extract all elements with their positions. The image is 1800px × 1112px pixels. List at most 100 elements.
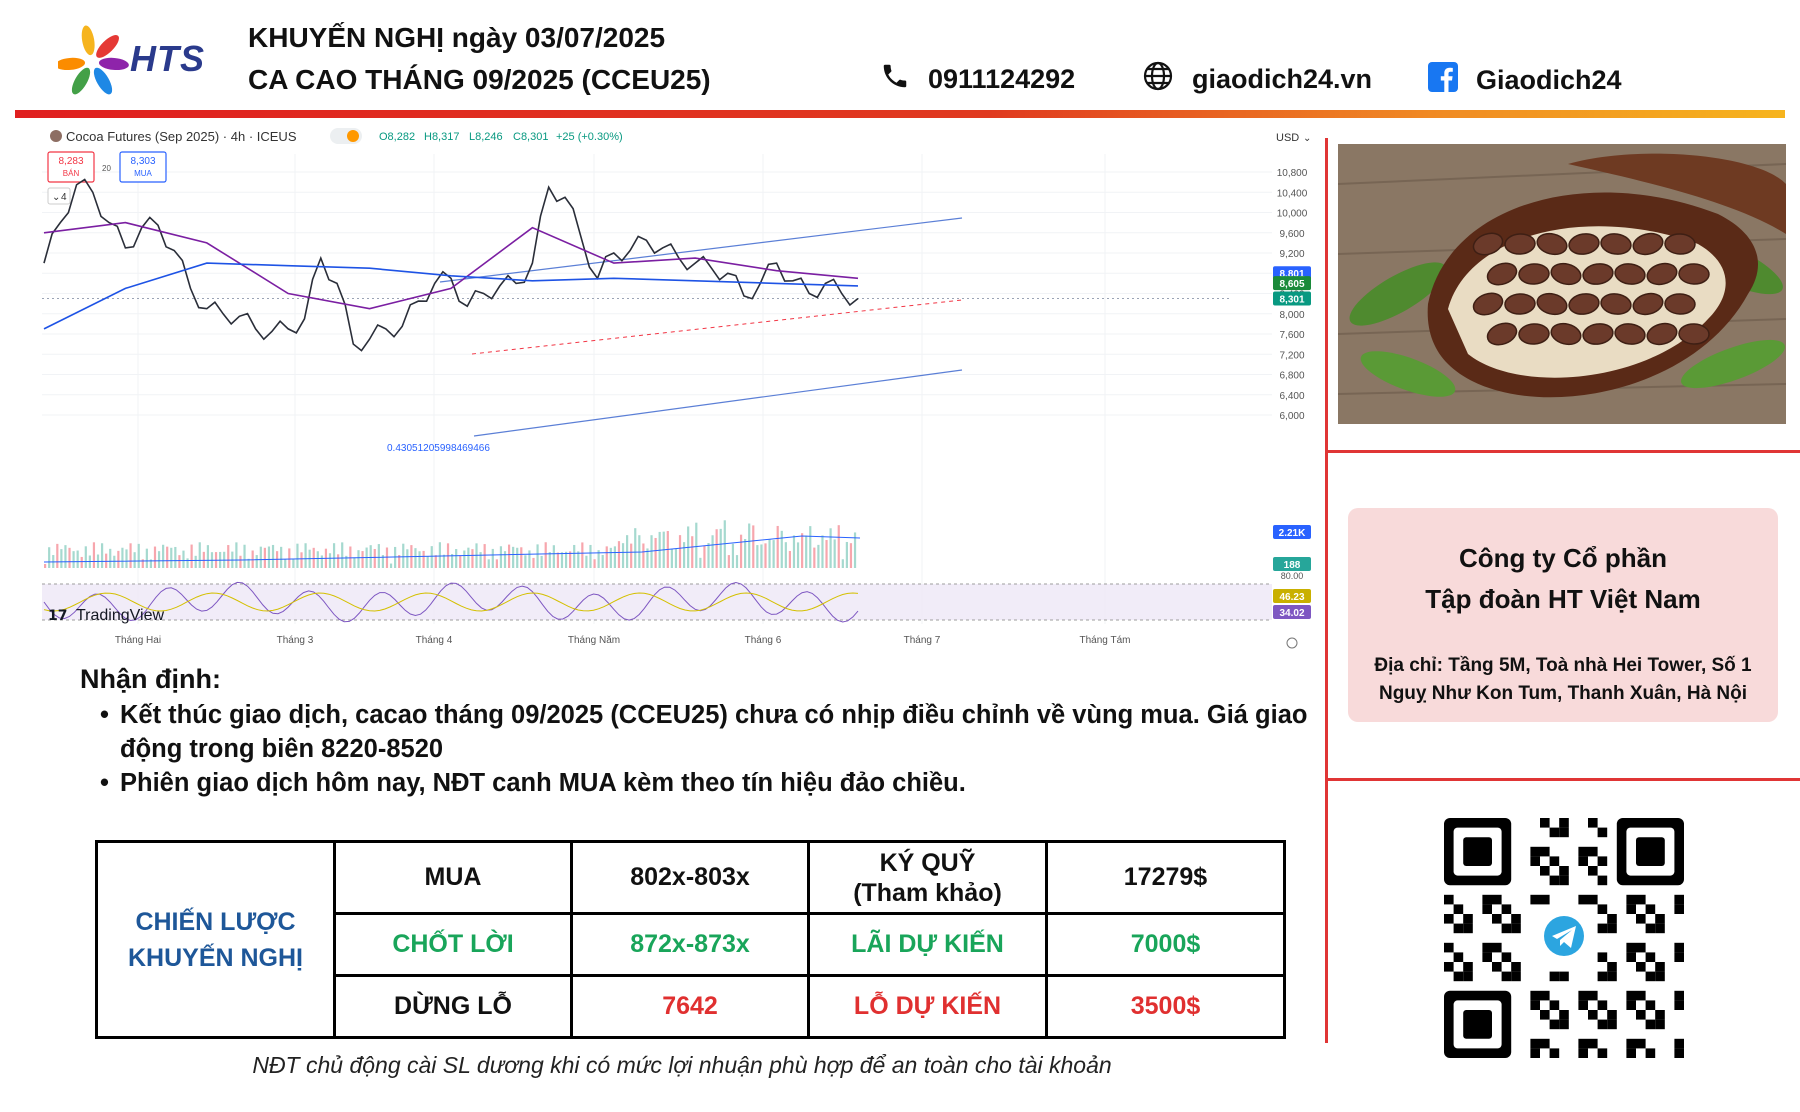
- volume-bar: [113, 555, 116, 568]
- volume-bar: [573, 544, 576, 568]
- company-info-card: Công ty Cổ phần Tập đoàn HT Việt Nam Địa…: [1348, 508, 1778, 722]
- rsi-badge: 34.02: [1273, 605, 1311, 619]
- buy-box[interactable]: 8,303 MUA: [119, 151, 167, 183]
- cocoa-bean: [1486, 322, 1518, 346]
- qr-module: [1588, 846, 1598, 857]
- volume-bar: [194, 555, 197, 568]
- qr-module: [1559, 875, 1569, 886]
- volume-bar: [507, 544, 511, 568]
- qr-module: [1511, 923, 1521, 934]
- y-tick-label: 6,400: [1279, 391, 1304, 402]
- volume-bar: [68, 547, 71, 568]
- qr-module: [1597, 875, 1608, 886]
- qr-module: [1463, 923, 1473, 934]
- volume-badge-label: 2.21K: [1279, 528, 1306, 539]
- qr-module: [1444, 962, 1454, 972]
- qr-module: [1492, 894, 1502, 905]
- qr-module: [1626, 1048, 1636, 1058]
- volume-bar: [601, 554, 604, 568]
- volume-bar: [642, 543, 645, 568]
- qr-module: [1645, 1019, 1656, 1030]
- indicators-toggle[interactable]: [47, 187, 71, 205]
- price-badge: 8,605: [1273, 276, 1311, 291]
- volume-bar: [682, 542, 686, 568]
- y-tick-label: 9,200: [1279, 249, 1304, 260]
- volume-bar: [849, 543, 853, 568]
- volume-badge: 2.21K: [1273, 525, 1311, 539]
- qr-module: [1453, 904, 1464, 914]
- volume-bar: [251, 550, 254, 568]
- volume-bar: [589, 544, 592, 568]
- website-contact[interactable]: giaodich24.vn: [1142, 60, 1372, 99]
- qr-module: [1549, 875, 1560, 886]
- volume-bar: [100, 543, 104, 568]
- volume-bar: [678, 535, 682, 568]
- phone-contact[interactable]: 0911124292: [880, 60, 1075, 99]
- sell-box[interactable]: 8,283 BÁN: [47, 151, 95, 183]
- volume-bar: [349, 546, 352, 568]
- volume-ma-line: [43, 535, 861, 563]
- cocoa-bean: [1646, 262, 1678, 286]
- volume-bar: [328, 553, 332, 568]
- x-tick-label: Tháng Tám: [1080, 635, 1131, 646]
- qr-module: [1463, 962, 1473, 972]
- qr-module: [1559, 818, 1569, 828]
- volume-bar: [585, 555, 588, 568]
- qr-module: [1540, 894, 1550, 905]
- qr-module: [1636, 962, 1646, 972]
- volume-bar: [788, 550, 792, 568]
- qr-module: [1453, 952, 1464, 962]
- qr-module: [1482, 952, 1492, 962]
- volume-bar: [837, 525, 840, 568]
- qr-module: [1645, 1048, 1656, 1058]
- y-tick-label: 10,400: [1277, 188, 1308, 199]
- qr-module: [1655, 1010, 1665, 1020]
- volume-bar: [479, 552, 482, 568]
- volume-bar: [528, 550, 531, 568]
- qr-module: [1636, 942, 1646, 953]
- volume-bar: [792, 535, 796, 568]
- table-row: CHIẾN LƯỢC KHUYẾN NGHỊ MUA 802x-803x KÝ …: [95, 840, 1286, 1039]
- volume-bar: [564, 551, 568, 568]
- qr-module: [1655, 971, 1665, 982]
- section-divider: [1325, 450, 1800, 453]
- brand-name: HTS: [130, 38, 205, 79]
- volume-bar: [503, 551, 507, 568]
- delay-dot-icon: [347, 130, 359, 142]
- company-address: Địa chỉ: Tầng 5M, Toà nhà Hei Tower, Số …: [1374, 655, 1752, 704]
- qr-module: [1578, 856, 1588, 866]
- volume-bar: [190, 544, 193, 568]
- volume-bar: [337, 554, 340, 568]
- telegram-qr-code[interactable]: [1444, 818, 1684, 1058]
- volume-bar: [377, 544, 380, 568]
- qr-module: [1453, 971, 1464, 982]
- qr-module: [1530, 846, 1540, 857]
- take-profit-price: 872x-873x: [570, 912, 810, 977]
- buy-price: 8,303: [130, 156, 155, 167]
- settings-gear-icon[interactable]: [1286, 637, 1298, 649]
- price-badge-label: 8,801: [1279, 269, 1304, 280]
- qr-module: [1607, 914, 1617, 924]
- cocoa-bean: [1632, 292, 1664, 316]
- tradingview-watermark: 𝟭𝟳 TradingView: [48, 607, 164, 624]
- cocoa-bean: [1582, 323, 1614, 345]
- margin-label: KÝ QUỸ (Tham khảo): [807, 840, 1048, 915]
- facebook-contact[interactable]: Giaodich24: [1428, 62, 1622, 99]
- volume-bar: [609, 547, 612, 568]
- cocoa-beans: [1472, 232, 1710, 346]
- volume-bar: [841, 559, 844, 568]
- qr-module: [1607, 923, 1617, 934]
- channel-lower-line: [473, 369, 963, 437]
- price-chart[interactable]: Cocoa Futures (Sep 2025) · 4h · ICEUS O8…: [42, 124, 1318, 652]
- volume-bar: [137, 543, 140, 568]
- price-badge-label: 8,301: [1279, 295, 1304, 306]
- y-tick-label: 10,000: [1277, 209, 1308, 220]
- volume-bar: [853, 532, 857, 568]
- cocoa-bean: [1536, 292, 1568, 316]
- volume-bar: [813, 547, 816, 568]
- volume-bar: [247, 558, 250, 568]
- volume-bar: [752, 525, 755, 568]
- buy-action: MUA: [333, 840, 573, 915]
- volume-bar: [442, 554, 446, 568]
- currency-selector[interactable]: USD: [1276, 132, 1299, 144]
